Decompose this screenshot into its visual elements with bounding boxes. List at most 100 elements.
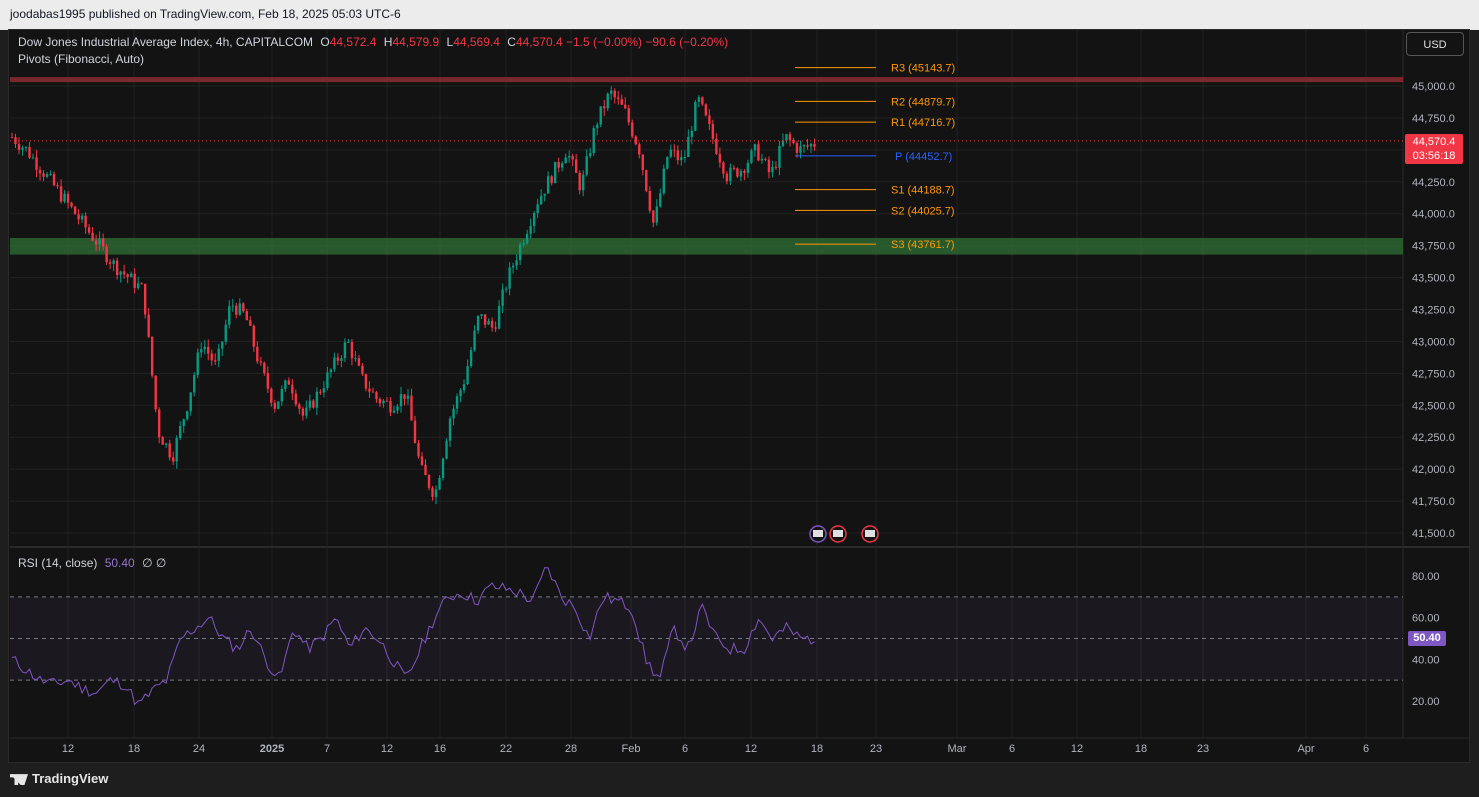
candle-body bbox=[326, 372, 329, 389]
rsi-axis-label: 40.00 bbox=[1412, 654, 1440, 666]
candle-body bbox=[413, 420, 417, 443]
candle-body bbox=[172, 457, 175, 462]
candle-body bbox=[455, 396, 459, 409]
candle-body bbox=[564, 157, 567, 164]
candle-body bbox=[767, 159, 771, 173]
brand-name: TradingView bbox=[32, 771, 109, 786]
candle-body bbox=[249, 320, 252, 326]
price-axis-label: 42,250.0 bbox=[1412, 432, 1455, 444]
candle-body bbox=[340, 358, 343, 361]
candle-body bbox=[613, 90, 616, 98]
time-axis-label: 23 bbox=[870, 743, 882, 755]
candle-body bbox=[277, 401, 280, 409]
candle-body bbox=[24, 146, 28, 148]
candle-body bbox=[424, 464, 427, 476]
candle-body bbox=[497, 305, 501, 329]
rsi-legend[interactable]: RSI (14, close) 50.40 ∅ ∅ bbox=[18, 556, 166, 570]
candle-body bbox=[270, 388, 273, 403]
candle-body bbox=[256, 346, 259, 362]
price-axis-label: 43,500.0 bbox=[1412, 273, 1455, 285]
time-axis-label: 6 bbox=[682, 743, 688, 755]
candle-body bbox=[466, 366, 469, 385]
candle-body bbox=[627, 108, 630, 123]
candle-body bbox=[764, 158, 767, 160]
candle-body bbox=[655, 206, 658, 223]
candle-body bbox=[35, 157, 38, 170]
last-price-value: 44,570.4 bbox=[1412, 136, 1456, 148]
time-axis-label: 23 bbox=[1197, 743, 1209, 755]
candle-body bbox=[42, 173, 45, 177]
candle-body bbox=[760, 158, 764, 161]
candle-body bbox=[809, 143, 813, 147]
price-axis-label: 44,000.0 bbox=[1412, 209, 1455, 221]
candle-body bbox=[511, 265, 515, 268]
candle-body bbox=[624, 104, 627, 109]
event-flag-icon-glyph bbox=[865, 530, 875, 537]
candle-body bbox=[252, 325, 255, 347]
candle-body bbox=[280, 388, 284, 402]
candle-body bbox=[704, 104, 708, 116]
candle-body bbox=[792, 139, 795, 144]
candle-body bbox=[287, 380, 291, 385]
pivot-label-r3: R3 (45143.7) bbox=[891, 63, 955, 75]
candle-body bbox=[494, 327, 497, 329]
candle-body bbox=[617, 97, 620, 100]
candle-body bbox=[431, 487, 434, 497]
open-label: O bbox=[320, 35, 330, 49]
candle-body bbox=[589, 152, 592, 157]
support-zone bbox=[10, 237, 1403, 255]
time-axis-label: 12 bbox=[62, 743, 74, 755]
candle-body bbox=[221, 341, 224, 349]
candle-body bbox=[427, 475, 431, 488]
published-text: joodabas1995 published on TradingView.co… bbox=[10, 7, 401, 21]
candle-body bbox=[483, 314, 487, 325]
candle-body bbox=[322, 388, 326, 393]
candle-body bbox=[147, 314, 150, 337]
candle-body bbox=[354, 358, 357, 360]
tradingview-logo[interactable]: TradingView bbox=[10, 771, 108, 786]
pivot-label-s3: S3 (43761.7) bbox=[891, 239, 955, 251]
candle-body bbox=[729, 167, 732, 182]
candle-body bbox=[403, 394, 406, 399]
indicator-legend[interactable]: Pivots (Fibonacci, Auto) bbox=[18, 52, 145, 66]
candle-body bbox=[217, 348, 220, 361]
price-axis-label: 45,000.0 bbox=[1412, 81, 1455, 93]
chart-frame[interactable] bbox=[8, 29, 1470, 763]
candle-body bbox=[136, 283, 140, 289]
candle-body bbox=[319, 391, 322, 393]
rsi-axis-label: 80.00 bbox=[1412, 571, 1440, 583]
symbol-title[interactable]: Dow Jones Industrial Average Index, 4h, … bbox=[18, 35, 314, 49]
currency-button[interactable]: USD bbox=[1406, 32, 1464, 56]
published-bar: joodabas1995 published on TradingView.co… bbox=[0, 0, 1479, 30]
candle-body bbox=[634, 136, 637, 145]
candle-body bbox=[266, 373, 270, 389]
candle-body bbox=[532, 213, 536, 226]
candle-body bbox=[722, 162, 725, 174]
time-axis-label: 12 bbox=[1071, 743, 1083, 755]
time-axis-label: Apr bbox=[1297, 743, 1314, 755]
candle-body bbox=[375, 392, 378, 400]
time-axis-label: Feb bbox=[622, 743, 641, 755]
pivot-label-s1: S1 (44188.7) bbox=[891, 185, 955, 197]
candle-body bbox=[750, 150, 753, 163]
change-value: −1.5 (−0.00%) bbox=[566, 35, 643, 49]
candle-body bbox=[371, 391, 375, 393]
open-value: 44,572.4 bbox=[329, 35, 377, 49]
price-axis-label: 41,750.0 bbox=[1412, 496, 1455, 508]
candle-body bbox=[806, 145, 809, 147]
candle-body bbox=[406, 395, 410, 399]
candle-body bbox=[84, 215, 87, 228]
candle-body bbox=[522, 243, 525, 245]
candle-body bbox=[599, 106, 602, 125]
candle-body bbox=[66, 193, 70, 203]
candle-body bbox=[480, 314, 483, 317]
candle-body bbox=[115, 260, 119, 275]
candle-body bbox=[515, 260, 518, 266]
price-axis-label: 42,500.0 bbox=[1412, 400, 1455, 412]
candle-body bbox=[543, 193, 546, 196]
price-axis-label: 42,000.0 bbox=[1412, 464, 1455, 476]
resistance-zone bbox=[10, 77, 1403, 83]
time-axis-label: 28 bbox=[565, 743, 577, 755]
candle-body bbox=[242, 303, 245, 312]
